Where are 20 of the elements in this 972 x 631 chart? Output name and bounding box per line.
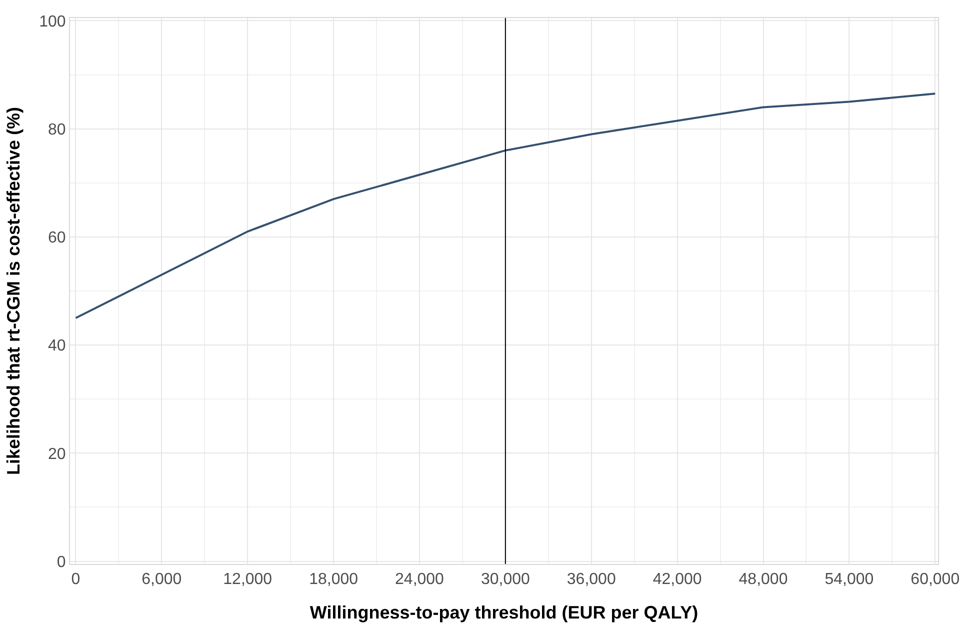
x-tick-label: 48,000 bbox=[738, 571, 788, 588]
x-tick-label: 36,000 bbox=[566, 571, 616, 588]
x-tick-label: 54,000 bbox=[824, 571, 874, 588]
x-tick-label: 0 bbox=[71, 571, 80, 588]
y-tick-label: 40 bbox=[48, 338, 66, 355]
x-tick-label: 42,000 bbox=[652, 571, 702, 588]
x-tick-label: 60,000 bbox=[910, 571, 960, 588]
y-axis-title: Likelihood that rt-CGM is cost-effective (%) bbox=[3, 106, 24, 476]
y-tick-label: 80 bbox=[48, 121, 66, 138]
x-tick-label: 12,000 bbox=[223, 571, 272, 588]
x-tick-label: 24,000 bbox=[395, 571, 444, 588]
x-tick-label: 30,000 bbox=[480, 571, 530, 588]
y-tick-label: 0 bbox=[56, 554, 66, 571]
y-tick-label: 20 bbox=[48, 446, 66, 463]
line-series bbox=[74, 92, 936, 320]
x-tick-label: 18,000 bbox=[309, 571, 358, 588]
x-axis-title: Willingness-to-pay threshold (EUR per QALY) bbox=[310, 602, 698, 622]
y-tick-label: 60 bbox=[48, 230, 66, 247]
y-tick-label: 100 bbox=[39, 13, 66, 30]
x-tick-label: 6,000 bbox=[142, 571, 182, 588]
